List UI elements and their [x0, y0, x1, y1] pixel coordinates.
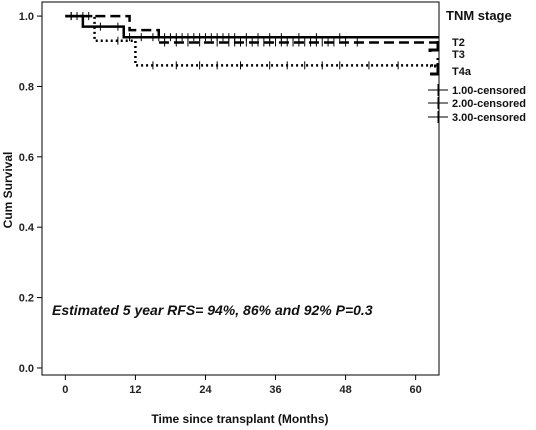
- y-tick-label: 0.8: [19, 81, 34, 93]
- series-t4a: [65, 12, 439, 70]
- series-t2: [65, 12, 439, 42]
- x-tick-label: 12: [129, 384, 141, 396]
- y-tick-label: 0.2: [19, 293, 34, 305]
- survival-curve-t2: [65, 14, 439, 39]
- legend-swatch-t4a: [430, 64, 440, 76]
- rfs-annotation: Estimated 5 year RFS= 94%, 86% and 92% P…: [52, 302, 373, 318]
- y-tick-label: 0.4: [19, 222, 35, 234]
- y-tick-label: 0.0: [19, 363, 34, 375]
- plot-frame: [41, 1, 440, 376]
- legend-label-t3: T3: [452, 49, 465, 61]
- y-axis-title: Cum Survival: [1, 152, 15, 229]
- x-tick-label: 60: [410, 384, 422, 396]
- legend: TNM stage T2 T3 T4a 1.00-censored 2.00-c…: [428, 8, 526, 124]
- x-tick-label: 48: [339, 384, 351, 396]
- y-axis: 0.0 0.2 0.4 0.6 0.8 1.0: [19, 11, 42, 375]
- x-axis: 0 12 24 36 48 60: [62, 375, 422, 396]
- legend-censor-1-label: 1.00-censored: [452, 85, 526, 97]
- x-tick-label: 36: [269, 384, 281, 396]
- survival-curve-t3: [65, 14, 439, 44]
- legend-swatch-t2: [428, 41, 440, 52]
- legend-label-t4a: T4a: [452, 66, 472, 78]
- legend-censor-3-label: 3.00-censored: [452, 112, 526, 124]
- y-tick-label: 1.0: [19, 11, 34, 23]
- x-tick-label: 24: [199, 384, 212, 396]
- legend-title: TNM stage: [446, 8, 512, 23]
- y-tick-label: 0.6: [19, 152, 34, 164]
- series-layer: [65, 12, 439, 70]
- legend-censor-2-label: 2.00-censored: [452, 98, 526, 110]
- x-axis-title: Time since transplant (Months): [151, 412, 328, 426]
- x-tick-label: 0: [62, 384, 68, 396]
- legend-label-t2: T2: [452, 37, 465, 49]
